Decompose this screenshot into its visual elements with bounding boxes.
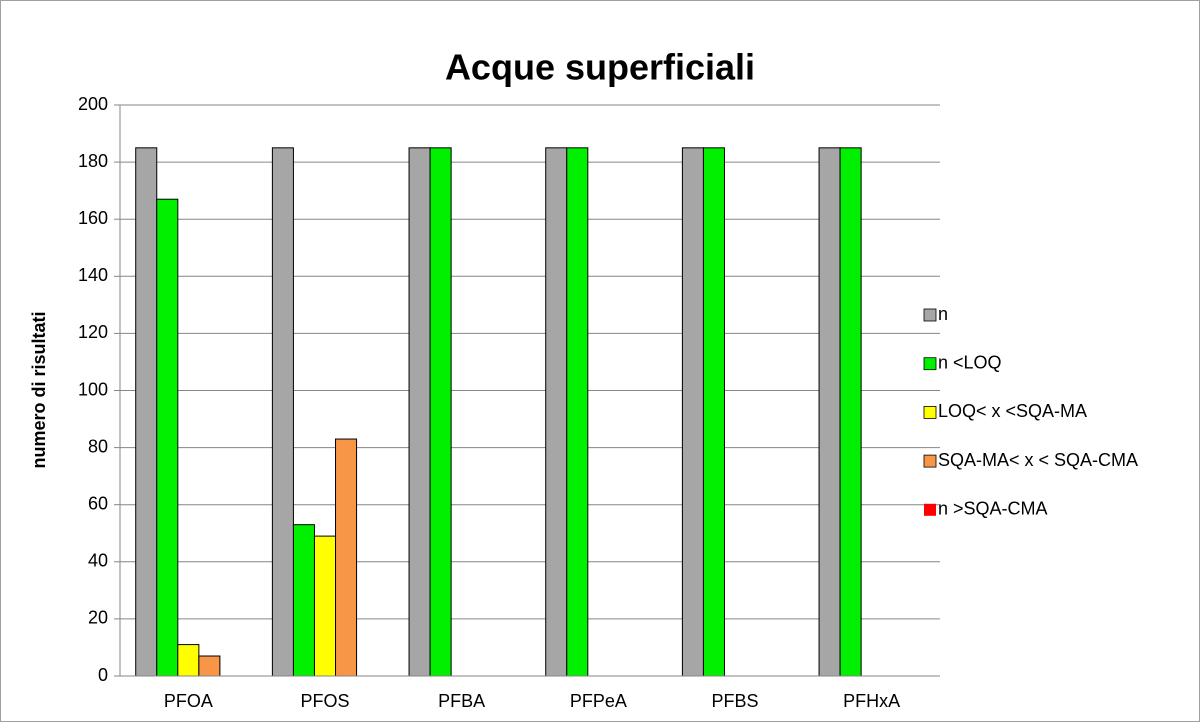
y-axis-label: numero di risultati [29, 311, 49, 468]
y-tick-label: 200 [78, 94, 108, 114]
bar [839, 147, 862, 677]
bar [135, 147, 158, 677]
bar [156, 198, 179, 677]
bar [177, 644, 200, 677]
bar [292, 524, 315, 677]
y-tick-label: 100 [78, 379, 108, 399]
legend-swatch [923, 454, 937, 468]
bar [198, 655, 221, 677]
legend-swatch [923, 405, 937, 419]
x-tick-label: PFBA [438, 691, 485, 711]
legend-label: n >SQA-CMA [938, 499, 1048, 519]
y-tick-label: 60 [88, 493, 108, 513]
legend-label: n [938, 304, 948, 324]
legend-label: n <LOQ [938, 352, 1002, 372]
bar [566, 147, 589, 677]
y-tick-label: 140 [78, 265, 108, 285]
bar [335, 438, 358, 677]
legend-label: SQA-MA< x < SQA-CMA [938, 450, 1138, 470]
y-tick-label: 120 [78, 322, 108, 342]
y-tick-label: 20 [88, 608, 108, 628]
bar [818, 147, 841, 677]
x-tick-label: PFHxA [843, 691, 900, 711]
chart-title: Acque superficiali [445, 47, 755, 88]
y-tick-label: 160 [78, 208, 108, 228]
legend-label: LOQ< x <SQA-MA [938, 401, 1087, 421]
bar [545, 147, 568, 677]
legend-swatch [923, 308, 937, 322]
y-tick-label: 40 [88, 551, 108, 571]
y-tick-label: 0 [98, 665, 108, 685]
x-tick-label: PFOS [300, 691, 349, 711]
y-tick-label: 80 [88, 436, 108, 456]
bar [313, 535, 337, 677]
y-tick-label: 180 [78, 151, 108, 171]
x-tick-label: PFPeA [570, 691, 627, 711]
legend-swatch [924, 503, 936, 516]
bar [408, 147, 431, 677]
legend-swatch [923, 357, 937, 371]
x-tick-label: PFBS [711, 691, 758, 711]
bar [681, 147, 704, 677]
bar [271, 147, 294, 677]
bar [702, 147, 725, 677]
x-tick-label: PFOA [164, 691, 213, 711]
bar [429, 147, 452, 677]
